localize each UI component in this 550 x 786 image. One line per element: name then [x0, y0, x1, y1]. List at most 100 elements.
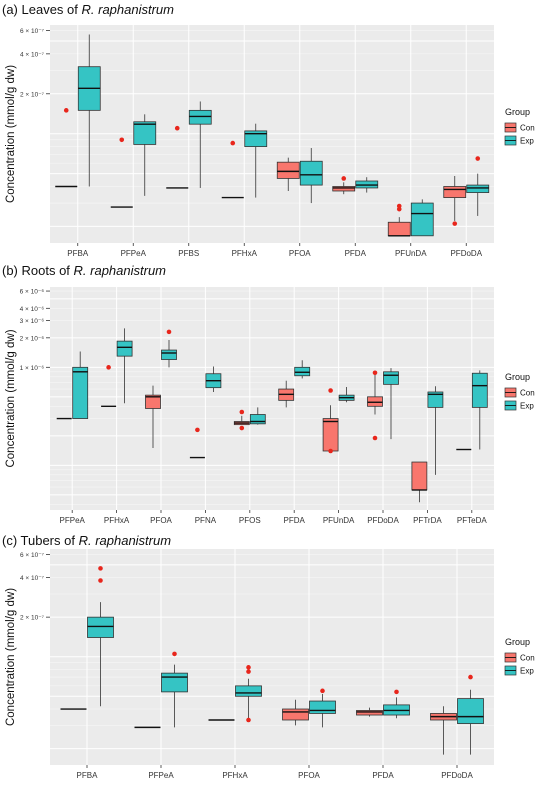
box-con-pfunda	[387, 203, 411, 237]
legend-label-con: Con	[520, 124, 535, 133]
outlier-point	[63, 108, 69, 113]
box-exp-pfda	[355, 177, 379, 193]
x-tick-label: PFHxA	[104, 516, 130, 525]
outlier-point	[475, 156, 481, 161]
outlier-point	[320, 688, 325, 694]
box-exp-pfdoda	[383, 368, 399, 440]
box-body	[249, 414, 266, 425]
x-tick-label: PFOA	[298, 771, 320, 780]
x-tick-label: PFPeA	[148, 771, 174, 780]
x-tick-label: PFDoDA	[367, 516, 399, 525]
box-con-pfos	[233, 409, 250, 431]
legend-title: Group	[505, 372, 530, 382]
legend-label-exp: Exp	[520, 137, 534, 146]
box-body	[387, 221, 411, 237]
outlier-point	[239, 409, 245, 415]
box-con-pfdoda	[367, 370, 383, 441]
box-exp-pfhxa	[116, 328, 133, 404]
outlier-point	[394, 689, 399, 695]
box-exp-pfhxa	[244, 123, 268, 198]
box-body	[161, 349, 177, 360]
panel-title-text: (c) Tubers of	[2, 533, 79, 548]
box-con-pfna	[189, 427, 205, 459]
outlier-point	[98, 578, 103, 583]
y-tick-label: 4 × 10⁻⁶	[20, 306, 45, 313]
x-tick-label: PFNA	[195, 516, 217, 525]
x-tick-label: PFBS	[178, 249, 199, 258]
box-con-pfoa	[282, 699, 309, 726]
box-con-pfhxa	[221, 140, 244, 199]
outlier-point	[396, 203, 402, 209]
y-tick-label: 4 × 10⁻⁷	[20, 575, 45, 582]
box-body	[133, 121, 157, 145]
box-exp-pfoa	[299, 148, 323, 204]
box-body	[145, 394, 161, 409]
outlier-point	[246, 669, 251, 674]
x-tick-label: PFUnDA	[395, 249, 427, 258]
x-tick-label: PFHxA	[222, 771, 248, 780]
box-exp-pfunda	[338, 386, 355, 403]
box-con-pfunda	[322, 388, 339, 454]
box-body	[309, 700, 336, 714]
outlier-point	[341, 176, 347, 181]
outlier-point	[239, 425, 245, 431]
x-tick-label: PFTeDA	[457, 516, 487, 525]
box-body	[299, 160, 323, 186]
box-body	[87, 616, 114, 638]
box-body	[383, 371, 399, 385]
panel-title-text: (a) Leaves of	[2, 2, 82, 17]
box-body	[235, 685, 262, 697]
y-tick-label: 6 × 10⁻⁶	[20, 289, 45, 296]
box-body	[116, 340, 133, 357]
box-body	[188, 109, 212, 125]
box-exp-pfda	[383, 689, 410, 719]
legend-title: Group	[505, 107, 530, 117]
panel-a: 6 × 10⁻⁷ 4 × 10⁻⁷ 2 × 10⁻⁷ PFBA PFPeA PFBS PFH…	[2, 2, 535, 258]
box-con-pfbs	[166, 125, 189, 189]
box-body	[322, 418, 339, 452]
box-body	[244, 130, 268, 147]
box-con-pftrda	[411, 461, 428, 503]
outlier-point	[106, 365, 111, 370]
box-exp-pfdoda	[466, 156, 490, 216]
outlier-point	[246, 717, 251, 723]
legend-label-con: Con	[520, 389, 535, 398]
outlier-point	[328, 448, 333, 454]
box-con-pfhxa	[101, 365, 117, 408]
box-con-pfpea	[110, 137, 133, 208]
outlier-point	[119, 137, 125, 143]
y-axis-label: Concentration (mmol/g dw)	[5, 588, 17, 726]
box-body	[72, 366, 89, 419]
outlier-point	[174, 125, 180, 131]
x-tick-label: PFUnDA	[323, 516, 355, 525]
outlier-point	[372, 435, 378, 441]
panel-title-text: (b) Roots of	[2, 263, 74, 278]
box-con-pfda	[278, 380, 295, 408]
outlier-point	[328, 388, 333, 393]
y-tick-label: 6 × 10⁻⁷	[20, 28, 45, 35]
outlier-point	[195, 427, 200, 433]
box-body	[471, 372, 488, 408]
box-con-pfdoda	[443, 175, 467, 226]
x-tick-label: PFBA	[77, 771, 99, 780]
panel-title: (a) Leaves of R. raphanistrum	[2, 2, 174, 17]
box-exp-pfhxa	[235, 665, 262, 723]
y-tick-label: 2 × 10⁻⁷	[20, 615, 45, 622]
x-tick-label: PFDA	[372, 771, 394, 780]
box-exp-pfpea	[72, 351, 89, 419]
x-tick-label: PFHxA	[232, 249, 258, 258]
box-body	[427, 391, 444, 408]
panel-title-species: R. raphanistrum	[74, 263, 167, 278]
box-con-pfdoda	[430, 706, 457, 755]
box-exp-pfunda	[410, 199, 434, 237]
y-axis-label: Concentration (mmol/g dw)	[5, 65, 17, 203]
box-exp-pfpea	[133, 114, 157, 196]
box-body	[466, 184, 490, 193]
outlier-point	[246, 665, 251, 670]
box-exp-pfba	[87, 566, 114, 707]
panel-title-species: R. raphanistrum	[82, 2, 175, 17]
box-exp-pfteda	[471, 370, 488, 450]
box-body	[294, 366, 311, 377]
y-tick-label: 3 × 10⁻⁶	[20, 318, 45, 325]
